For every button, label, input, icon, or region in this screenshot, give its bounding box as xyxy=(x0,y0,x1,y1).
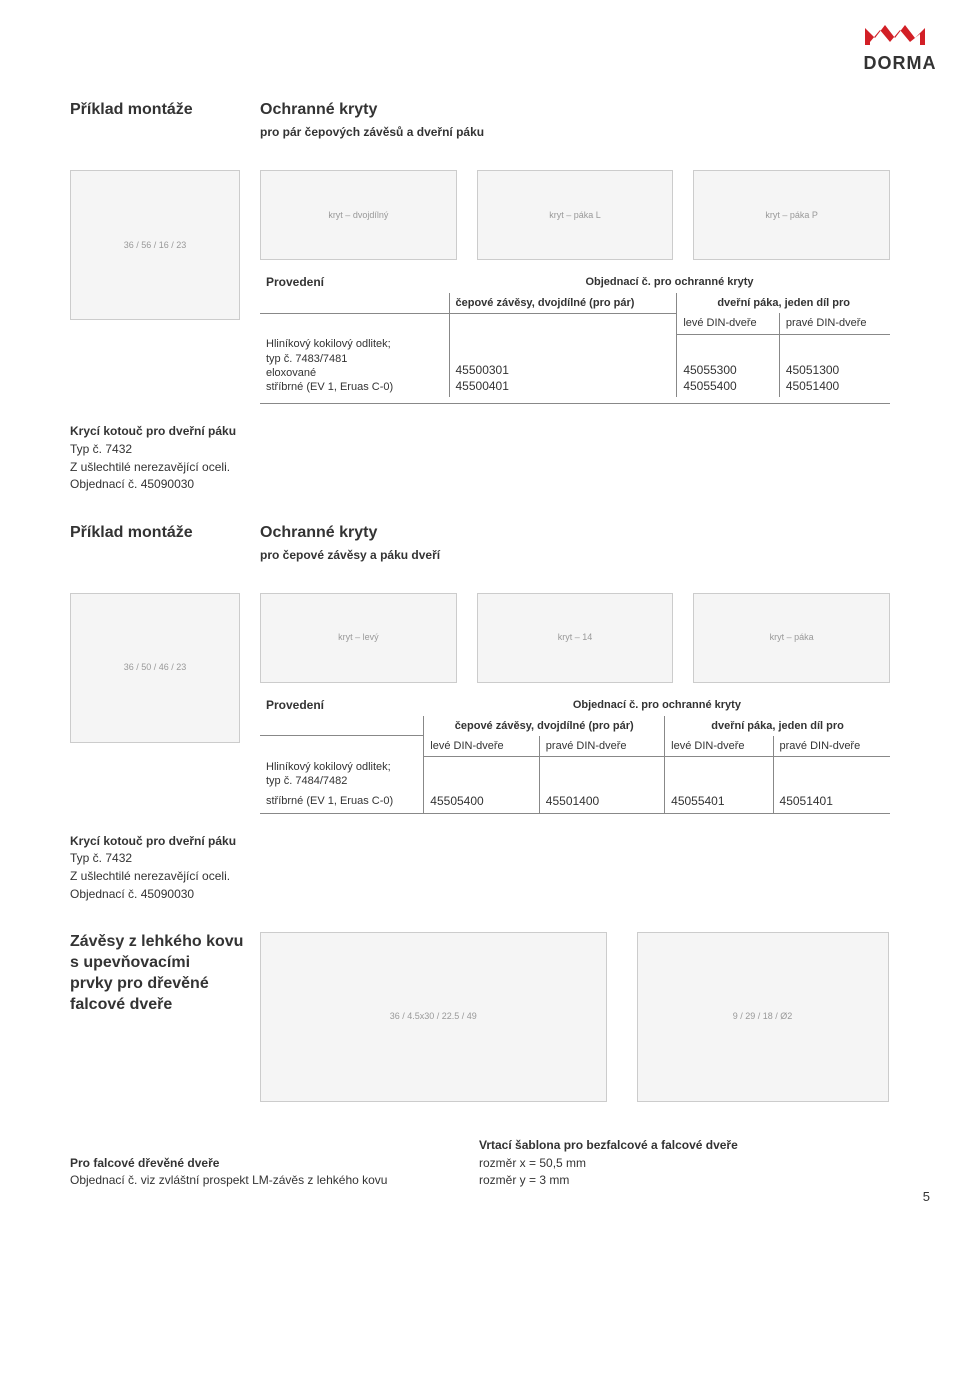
crown-icon xyxy=(860,20,940,50)
th-b2: pravé DIN-dveře xyxy=(773,736,890,757)
brand-text: DORMA xyxy=(860,52,940,75)
section2-left-title: Příklad montáže xyxy=(70,523,245,544)
th-a1: levé DIN-dveře xyxy=(424,736,540,757)
diagram-placeholder: kryt – páka L xyxy=(477,170,674,260)
bottom-left-h: Pro falcové dřevěné dveře xyxy=(70,1156,439,1172)
val: 45051401 xyxy=(773,791,890,813)
spec-table-2: Provedení Objednací č. pro ochranné kryt… xyxy=(260,695,890,814)
th-col-a: čepové závěsy, dvojdílné (pro pár) xyxy=(449,293,677,314)
bottom-left: Pro falcové dřevěné dveře Objednací č. v… xyxy=(70,1156,439,1191)
section2-right-title: Ochranné kryty xyxy=(260,523,890,544)
diagram-placeholder: 9 / 29 / 18 / Ø2 xyxy=(637,932,889,1102)
val: 45051400 xyxy=(786,379,839,393)
bottom-right-l1: rozměr x = 50,5 mm xyxy=(479,1156,890,1172)
th-provedeni: Provedení xyxy=(260,272,449,313)
val: 45051300 xyxy=(786,363,839,377)
th-objednaci: Objednací č. pro ochranné kryty xyxy=(449,272,890,292)
th-objednaci: Objednací č. pro ochranné kryty xyxy=(424,695,890,715)
info-l3: Objednací č. 45090030 xyxy=(70,477,890,493)
row-label: typ č. 7483/7481 xyxy=(266,353,347,365)
page-number: 5 xyxy=(923,1189,930,1206)
brand-logo: DORMA xyxy=(860,20,940,75)
bottom-right-l2: rozměr y = 3 mm xyxy=(479,1173,890,1189)
section3-title: Závěsy z lehkého kovu s upevňovacími prv… xyxy=(70,932,245,1015)
diagram-placeholder: 36 / 50 / 46 / 23 xyxy=(70,593,240,743)
diagram-placeholder: kryt – dvojdílný xyxy=(260,170,457,260)
diagram-placeholder: kryt – levý xyxy=(260,593,457,683)
th-a2: pravé DIN-dveře xyxy=(539,736,664,757)
info-l2: Z ušlechtilé nerezavějící oceli. xyxy=(70,869,890,885)
diagram-placeholder: kryt – páka xyxy=(693,593,890,683)
info-block-2: Krycí kotouč pro dveřní páku Typ č. 7432… xyxy=(70,834,890,902)
bottom-left-p: Objednací č. viz zvláštní prospekt LM-zá… xyxy=(70,1173,439,1189)
diagram-placeholder: 36 / 56 / 16 / 23 xyxy=(70,170,240,320)
diagram-placeholder: kryt – páka P xyxy=(693,170,890,260)
diagram-placeholder: kryt – 14 xyxy=(477,593,674,683)
row-label: stříbrné (EV 1, Eruas C-0) xyxy=(266,381,393,393)
section1-left-title: Příklad montáže xyxy=(70,100,245,121)
info-l3: Objednací č. 45090030 xyxy=(70,887,890,903)
row-label: Hliníkový kokilový odlitek; xyxy=(266,338,391,350)
bottom-right-h: Vrtací šablona pro bezfalcové a falcové … xyxy=(479,1138,890,1154)
spec-table-1: Provedení Objednací č. pro ochranné kryt… xyxy=(260,272,890,404)
th-col-b: dveřní páka, jeden díl pro xyxy=(677,293,890,314)
th-col-b: dveřní páka, jeden díl pro xyxy=(665,716,890,736)
diagram-placeholder: 36 / 4.5x30 / 22.5 / 49 xyxy=(260,932,607,1102)
val: 45055400 xyxy=(683,379,736,393)
section1-right-sub: pro pár čepových závěsů a dveřní páku xyxy=(260,125,890,141)
bottom-right: Vrtací šablona pro bezfalcové a falcové … xyxy=(479,1138,890,1191)
th-col-b2: pravé DIN-dveře xyxy=(779,313,890,334)
val: 45055300 xyxy=(683,363,736,377)
info-h: Krycí kotouč pro dveřní páku xyxy=(70,424,890,440)
row-label: stříbrné (EV 1, Eruas C-0) xyxy=(260,791,424,813)
val: 45500301 xyxy=(456,363,509,377)
info-l1: Typ č. 7432 xyxy=(70,851,890,867)
section1-right-title: Ochranné kryty xyxy=(260,100,890,121)
row-label: eloxované xyxy=(266,367,316,379)
info-block-1: Krycí kotouč pro dveřní páku Typ č. 7432… xyxy=(70,424,890,492)
th-col-a: čepové závěsy, dvojdílné (pro pár) xyxy=(424,716,665,736)
th-b1: levé DIN-dveře xyxy=(665,736,773,757)
section2-right-sub: pro čepové závěsy a páku dveří xyxy=(260,548,890,564)
info-l1: Typ č. 7432 xyxy=(70,442,890,458)
info-h: Krycí kotouč pro dveřní páku xyxy=(70,834,890,850)
val: 45500401 xyxy=(456,379,509,393)
row-label: typ č. 7484/7482 xyxy=(266,775,347,787)
val: 45501400 xyxy=(539,791,664,813)
row-label: Hliníkový kokilový odlitek; xyxy=(266,761,391,773)
val: 45055401 xyxy=(665,791,773,813)
th-col-b1: levé DIN-dveře xyxy=(677,313,780,334)
info-l2: Z ušlechtilé nerezavějící oceli. xyxy=(70,460,890,476)
th-provedeni: Provedení xyxy=(260,695,424,736)
val: 45505400 xyxy=(424,791,540,813)
